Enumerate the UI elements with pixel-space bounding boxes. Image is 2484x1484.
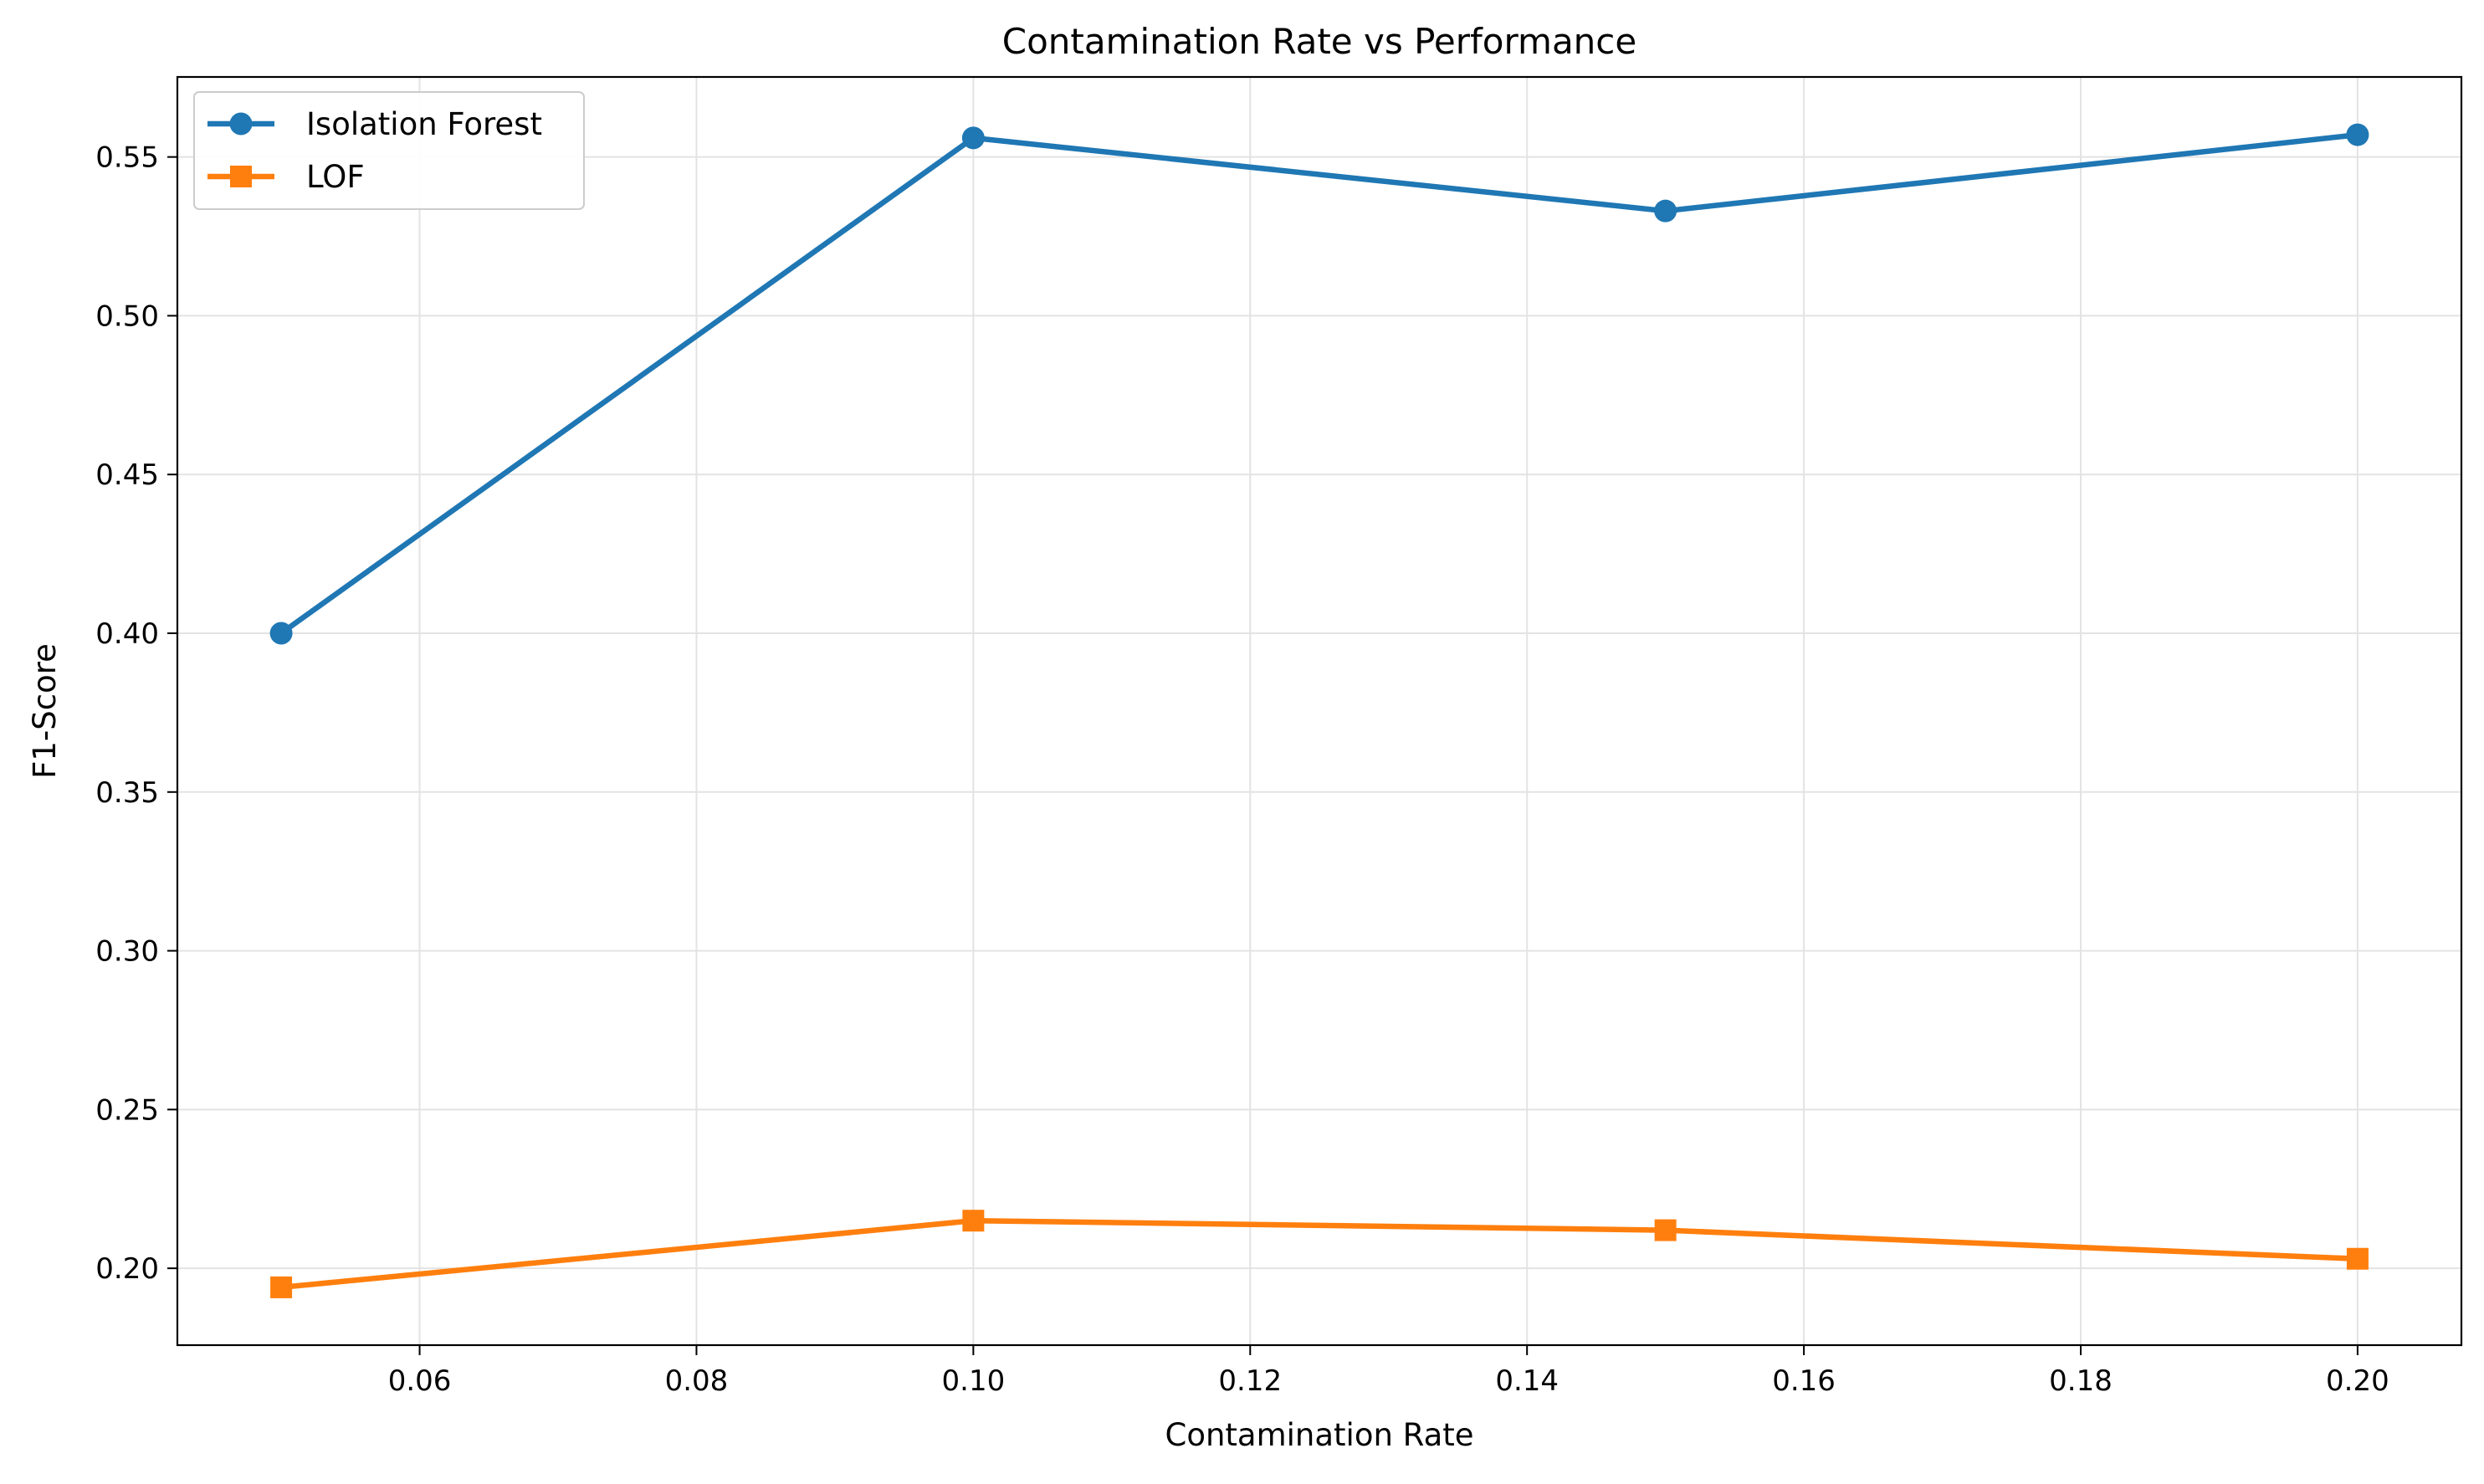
y-tick-label: 0.30 xyxy=(95,935,159,969)
grid xyxy=(177,77,2461,1345)
chart-title: Contamination Rate vs Performance xyxy=(1002,21,1636,62)
y-axis-label: F1-Score xyxy=(27,643,63,779)
square-point xyxy=(962,1210,985,1232)
y-tick-label: 0.35 xyxy=(95,776,159,810)
circle-point xyxy=(2346,123,2369,146)
circle-point xyxy=(269,622,293,645)
series-0 xyxy=(269,123,2369,645)
y-tick-label: 0.20 xyxy=(95,1252,159,1286)
plot-frame xyxy=(176,75,2463,1347)
series-line xyxy=(278,1217,2361,1291)
x-tick-label: 0.18 xyxy=(2049,1364,2113,1398)
x-tick-label: 0.08 xyxy=(665,1364,729,1398)
y-tick-label: 0.40 xyxy=(95,617,159,651)
series-1 xyxy=(270,1210,2369,1298)
legend-label: Isolation Forest xyxy=(306,106,542,142)
circle-point xyxy=(1654,199,1677,223)
x-tick-label: 0.16 xyxy=(1772,1364,1836,1398)
x-tick-label: 0.14 xyxy=(1495,1364,1559,1398)
y-tick-label: 0.25 xyxy=(95,1093,159,1127)
legend-box xyxy=(193,91,585,210)
axis-ticks: 0.06 0.08 0.10 0.12 0.14 0.16 0.18 0.20 0.20 0.25… xyxy=(95,141,2389,1398)
y-tick-label: 0.50 xyxy=(95,299,159,333)
y-tick-label: 0.45 xyxy=(95,458,159,492)
x-tick-label: 0.10 xyxy=(942,1364,1006,1398)
legend-item: Isolation Forest xyxy=(207,106,542,142)
series-line xyxy=(278,131,2361,637)
square-point xyxy=(270,1276,293,1298)
legend-marker xyxy=(229,112,253,136)
legend-label: LOF xyxy=(306,159,365,195)
square-point xyxy=(1654,1219,1677,1241)
legend-item: LOF xyxy=(207,159,365,195)
series-group xyxy=(269,123,2369,1298)
legend-marker xyxy=(230,166,252,187)
x-axis-label: Contamination Rate xyxy=(1165,1417,1473,1453)
square-point xyxy=(2346,1247,2369,1270)
circle-point xyxy=(961,126,985,150)
legend: Isolation Forest LOF xyxy=(193,91,585,210)
x-tick-label: 0.20 xyxy=(2326,1364,2389,1398)
x-tick-label: 0.12 xyxy=(1218,1364,1282,1398)
x-tick-label: 0.06 xyxy=(388,1364,452,1398)
y-tick-label: 0.55 xyxy=(95,141,159,175)
